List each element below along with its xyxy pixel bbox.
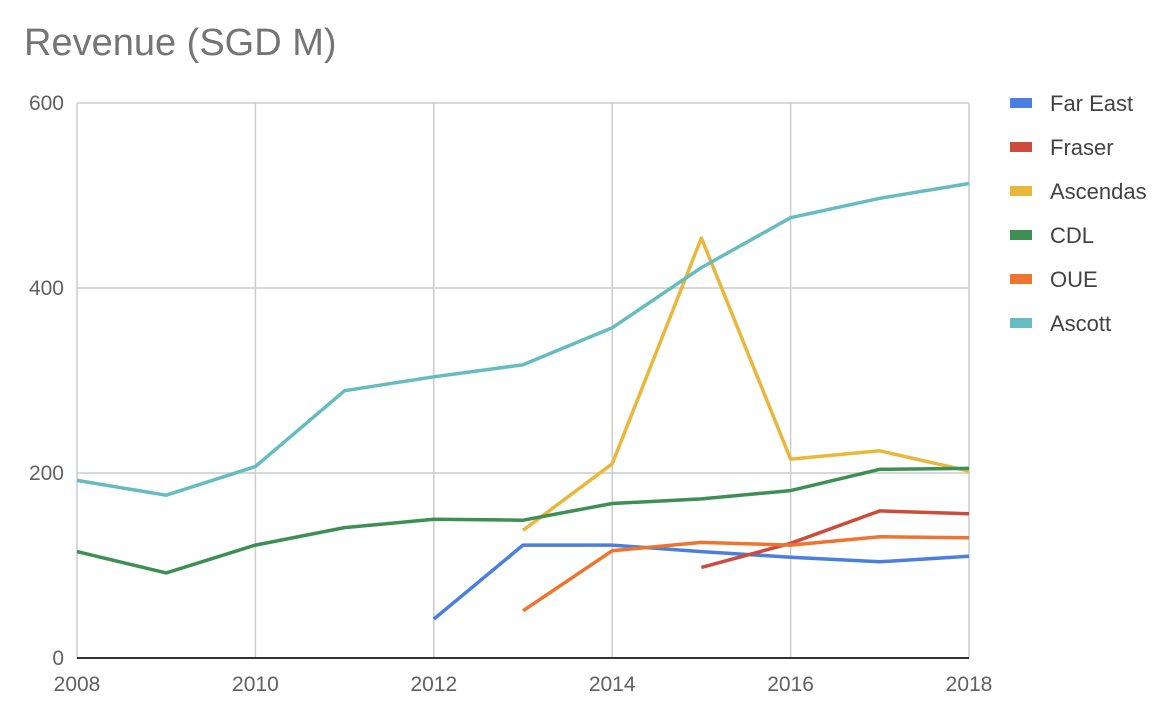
legend-label-oue: OUE xyxy=(1050,267,1098,292)
grid xyxy=(76,102,970,658)
y-tick-label: 0 xyxy=(52,647,64,670)
x-tick-label: 2010 xyxy=(232,673,279,696)
y-tick-label: 200 xyxy=(29,462,64,485)
legend-label-far-east: Far East xyxy=(1050,91,1133,116)
x-tick-label: 2008 xyxy=(54,673,101,696)
legend-swatch-oue xyxy=(1010,274,1032,284)
x-tick-label: 2016 xyxy=(767,673,814,696)
series-line-cdl xyxy=(76,466,970,575)
series-line-far-east xyxy=(432,543,970,621)
chart-title: Revenue (SGD M) xyxy=(24,22,337,64)
legend-label-cdl: CDL xyxy=(1050,223,1094,248)
y-tick-label: 600 xyxy=(29,92,64,115)
legend: Far East Fraser Ascendas CDL OUE Ascott xyxy=(1010,91,1147,336)
series-line-ascott xyxy=(76,181,970,497)
legend-swatch-ascott xyxy=(1010,318,1032,328)
series-line-oue xyxy=(522,535,970,613)
legend-swatch-far-east xyxy=(1010,98,1032,108)
legend-swatch-cdl xyxy=(1010,230,1032,240)
series-lines xyxy=(76,181,970,621)
series-line-ascendas xyxy=(521,236,970,532)
axes: 0 200 400 600 2008 2010 2012 2014 2016 2018 xyxy=(29,92,992,696)
x-tick-label: 2014 xyxy=(589,673,636,696)
legend-label-ascendas: Ascendas xyxy=(1050,179,1147,204)
series-line-fraser xyxy=(700,509,970,570)
legend-label-fraser: Fraser xyxy=(1050,135,1114,160)
legend-swatch-ascendas xyxy=(1010,186,1032,196)
y-tick-label: 400 xyxy=(29,277,64,300)
x-tick-label: 2018 xyxy=(946,673,993,696)
x-tick-label: 2012 xyxy=(410,673,457,696)
legend-label-ascott: Ascott xyxy=(1050,311,1111,336)
legend-swatch-fraser xyxy=(1010,142,1032,152)
